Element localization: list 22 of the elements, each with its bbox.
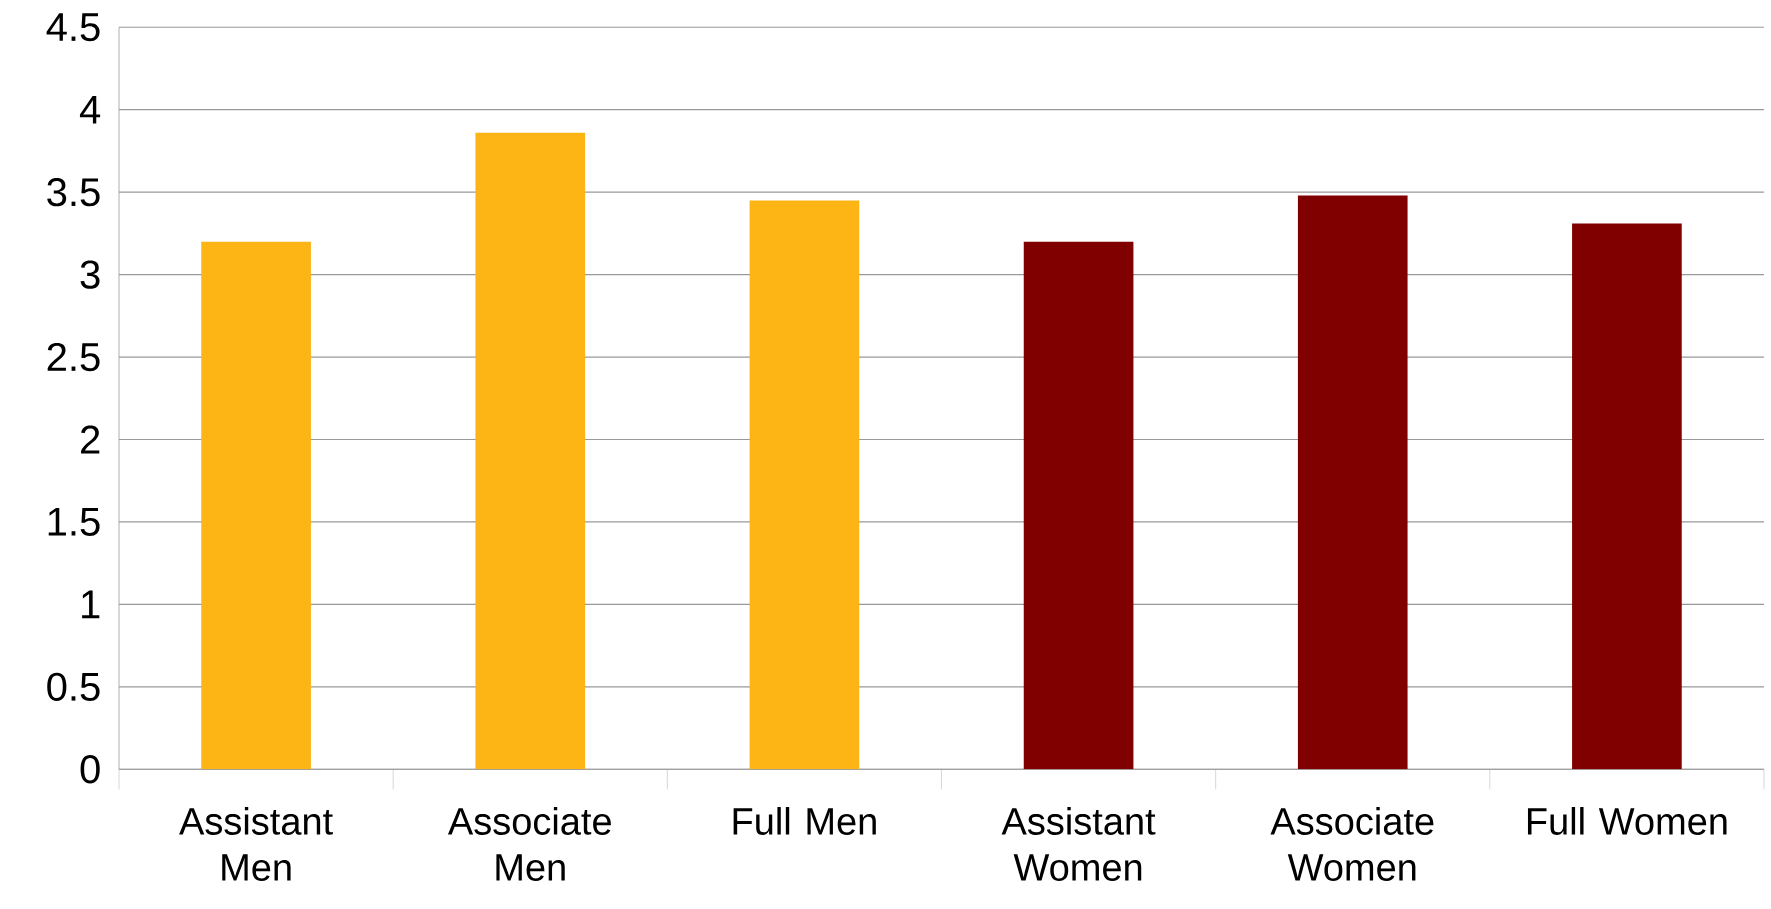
y-tick-label: 2.5: [47, 342, 100, 372]
y-tick-label: 4.5: [46, 13, 100, 42]
x-tick-label: Associate Men: [447, 806, 611, 881]
x-tick-label: Full Women: [1527, 806, 1727, 835]
y-tick-label: 1: [82, 590, 100, 619]
x-tick-label: Assistant Men: [179, 806, 333, 881]
y-tick-label: 0.5: [47, 672, 100, 701]
y-tick-label: 3.5: [47, 177, 100, 207]
bar: [1572, 223, 1682, 770]
bar: [1297, 195, 1408, 770]
bar: [749, 200, 860, 770]
bar: [1023, 241, 1134, 770]
x-tick-label: Associate Women: [1270, 806, 1434, 881]
x-tick-label: Full Men: [733, 806, 876, 835]
y-tick-label: 0: [80, 754, 100, 784]
bar: [201, 241, 311, 770]
y-tick-label: 1.5: [48, 507, 100, 536]
x-tick-label: Assistant Women: [1001, 806, 1156, 881]
y-tick-label: 2: [81, 425, 100, 454]
y-tick-label: 4: [79, 95, 101, 124]
bar: [475, 132, 586, 770]
y-tick-label: 3: [80, 260, 100, 289]
